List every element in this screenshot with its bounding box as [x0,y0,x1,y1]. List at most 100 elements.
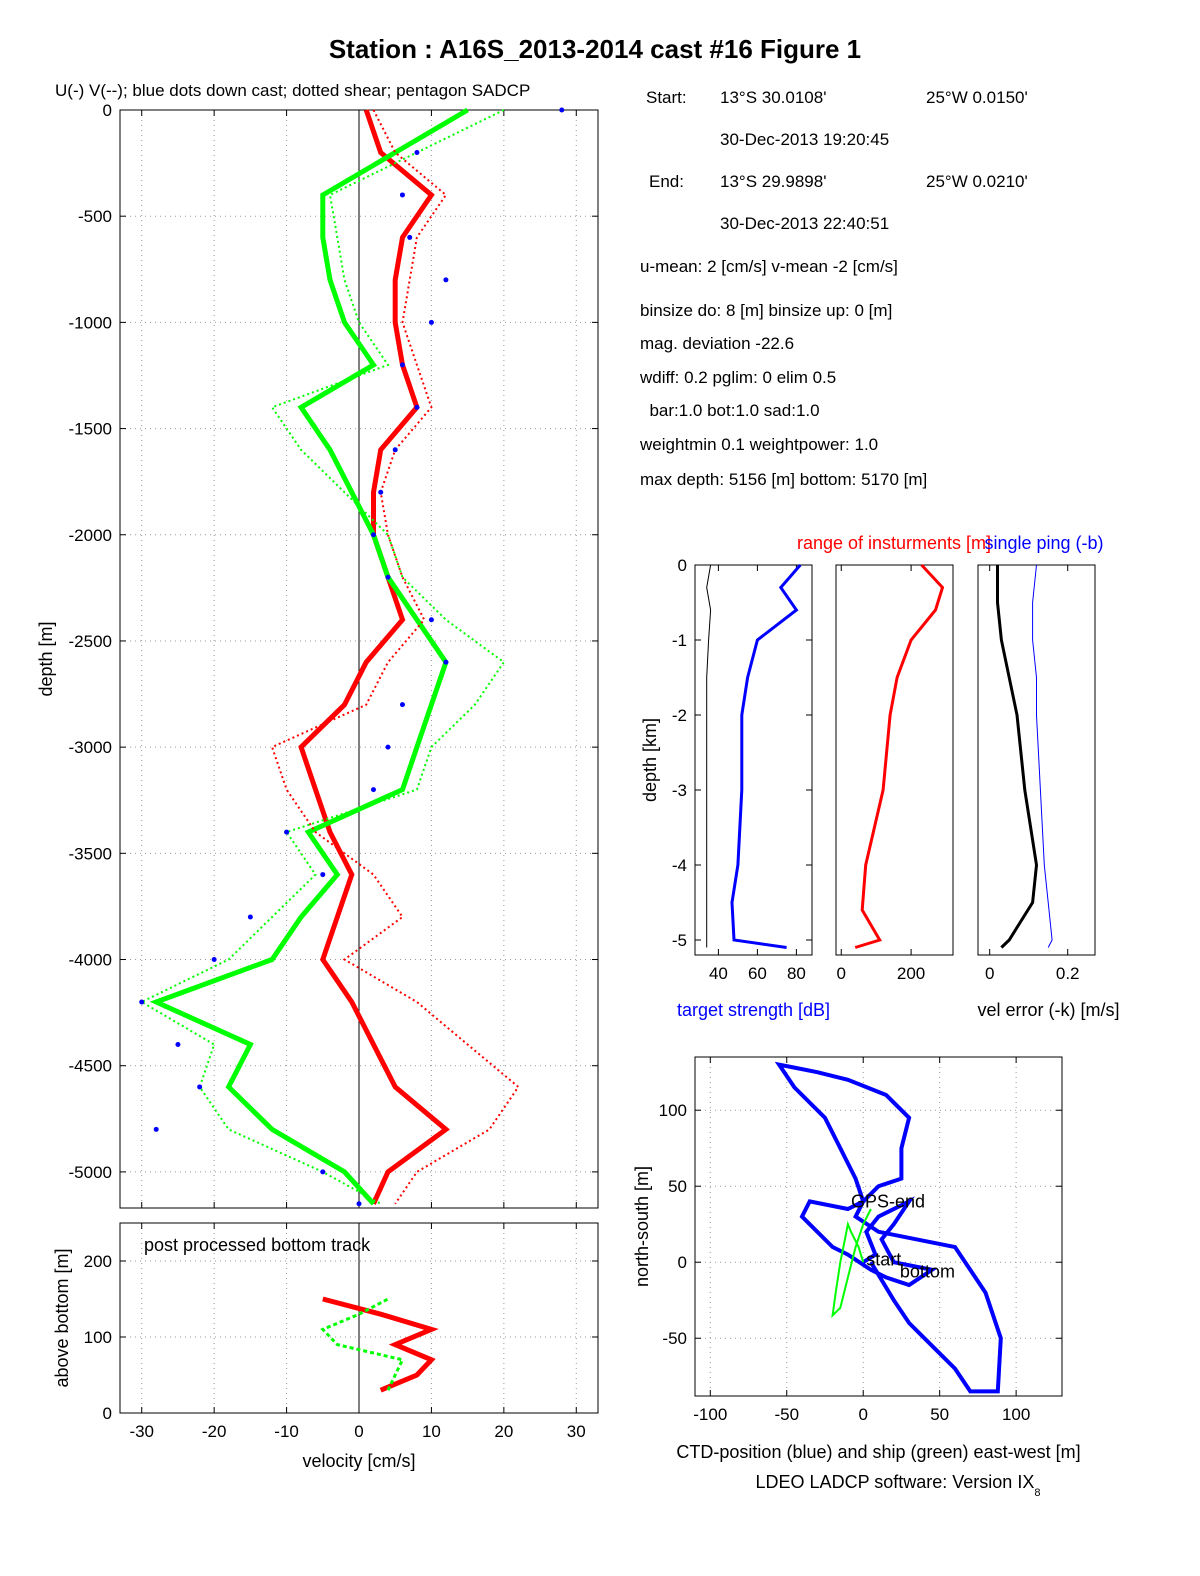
figure-title: Station : A16S_2013-2014 cast #16 Figure… [329,34,861,64]
velocity-ylabel: depth [m] [36,621,56,696]
down-cast-dot [247,914,253,920]
weightmin-text: weightmin 0.1 weightpower: 1.0 [639,435,878,454]
down-cast-dot [284,829,290,835]
y-tick-label: -4500 [69,1057,112,1076]
x-tick-label: 60 [748,964,767,983]
series-range [854,563,945,949]
series-noise [706,564,712,948]
series-ship [831,1208,872,1319]
down-cast-dot [385,744,391,750]
y-tick-label: 0 [103,1404,112,1423]
position-axes-frame [694,1056,1063,1397]
means-text: u-mean: 2 [cm/s] v-mean -2 [cm/s] [640,257,898,276]
y-tick-label: -2500 [69,632,112,651]
bottom-track-ylabel: above bottom [m] [52,1248,72,1387]
start-lat: 13°S 30.0108' [720,88,826,107]
series-v [149,107,469,1206]
series-vel-error [996,565,1039,949]
series-single-ping [1032,564,1053,948]
y-tick-label: -4 [672,856,687,875]
y-tick-label: -3 [672,781,687,800]
position-ylabel: north-south [m] [632,1166,652,1287]
x-tick-label: -30 [129,1422,154,1441]
y-tick-label: 0 [678,556,687,575]
instrument_range-plot: 0 200 [835,563,954,983]
start-lon: 25°W 0.0150' [926,88,1028,107]
down-cast-dot [399,192,405,198]
footer-text: LDEO LADCP software: Version IX8 [756,1472,1041,1499]
y-tick-label: 0 [103,101,112,120]
y-tick-label: 100 [84,1328,112,1347]
down-cast-dot [443,277,449,283]
position-xlabel: CTD-position (blue) and ship (green) eas… [676,1442,1080,1462]
y-tick-label: -3000 [69,738,112,757]
vel_error-axes-frame [977,564,1096,956]
x-tick-label: -20 [202,1422,227,1441]
single-ping-title: single ping (-b) [984,533,1103,553]
x-tick-label: 40 [709,964,728,983]
bottom-track-title: post processed bottom track [144,1235,371,1255]
series-ctd [774,1061,1003,1394]
x-tick-label: 0 [985,964,994,983]
x-tick-label: 0 [837,964,846,983]
y-tick-label: -2 [672,706,687,725]
y-tick-label: -500 [78,207,112,226]
y-tick-label: -2000 [69,526,112,545]
x-tick-label: 0 [858,1405,867,1424]
magdev-text: mag. deviation -22.6 [640,334,794,353]
x-tick-label: 30 [567,1422,586,1441]
end-lat: 13°S 29.9898' [720,172,826,191]
y-tick-label: 0 [678,1253,687,1272]
annotation-gps-end: GPS-end [851,1191,925,1211]
x-tick-label: 100 [1002,1405,1030,1424]
y-tick-label: -4000 [69,951,112,970]
down-cast-dot [407,234,413,240]
annotation-bottom: bottom [900,1261,955,1281]
target_strength-plot: 40 60 80 0 -1 -2 -3 -4 -5 target strength [dB] dep… [640,556,830,1020]
weights-text: bar:1.0 bot:1.0 sad:1.0 [640,401,820,420]
down-cast-dot [414,404,420,410]
start-label: Start: [646,88,687,107]
charts-layer: 0-500-1000-1500-2000-2500-3000-3500-4000… [36,81,1120,1471]
down-cast-dot [385,574,391,580]
down-cast-dot [175,1041,181,1047]
end-time: 30-Dec-2013 22:40:51 [720,214,889,233]
series-target-strength [730,564,802,949]
velocity_profile-plot: 0 -500 -1000 -1500 -2000 -2500 -3000 -3500 -4000… [36,81,599,1209]
target_strength-ylabel: depth [km] [640,718,660,802]
x-tick-label: 200 [897,964,925,983]
velocity-title: U(-) V(--); blue dots down cast; dotted … [55,81,530,100]
down-cast-dot [559,107,565,113]
down-cast-dot [153,1126,159,1132]
x-tick-label: -100 [693,1405,727,1424]
bottom_track-plot: -30 -20 -10 0 10 20 30 0 100 200 post processed bo… [52,1222,599,1471]
x-tick-label: 20 [494,1422,513,1441]
annotation-start: start [866,1249,901,1269]
down-cast-dot [443,659,449,665]
x-tick-label: 0.2 [1056,964,1080,983]
down-cast-dot [399,362,405,368]
x-tick-label: 50 [930,1405,949,1424]
y-tick-label: -3500 [69,844,112,863]
instrument_range-axes-frame [835,564,954,956]
vel_error-xlabel: vel error (-k) [m/s] [978,1000,1120,1020]
footer-subscript: 8 [1034,1487,1040,1499]
info-panel: Start: 13°S 30.0108' 25°W 0.0150' 30-Dec… [639,88,1028,489]
start-time: 30-Dec-2013 19:20:45 [720,130,889,149]
down-cast-dot [370,532,376,538]
position-plot: -100 -50 0 50 100 100 50 0 -50 CTD-position (blue… [632,1056,1081,1462]
down-cast-dot [414,149,420,155]
down-cast-dot [378,489,384,495]
down-cast-dot [211,957,217,963]
down-cast-dot [428,617,434,623]
y-tick-label: -1 [672,631,687,650]
down-cast-dot [197,1084,203,1090]
end-label: End: [649,172,684,191]
y-tick-label: -50 [662,1329,687,1348]
target_strength-xlabel: target strength [dB] [677,1000,830,1020]
y-tick-label: -1000 [69,313,112,332]
x-tick-label: -10 [274,1422,299,1441]
footer-main: LDEO LADCP software: Version IX [756,1472,1035,1492]
wdiff-text: wdiff: 0.2 pglim: 0 elim 0.5 [639,368,836,387]
y-tick-label: -5 [672,931,687,950]
